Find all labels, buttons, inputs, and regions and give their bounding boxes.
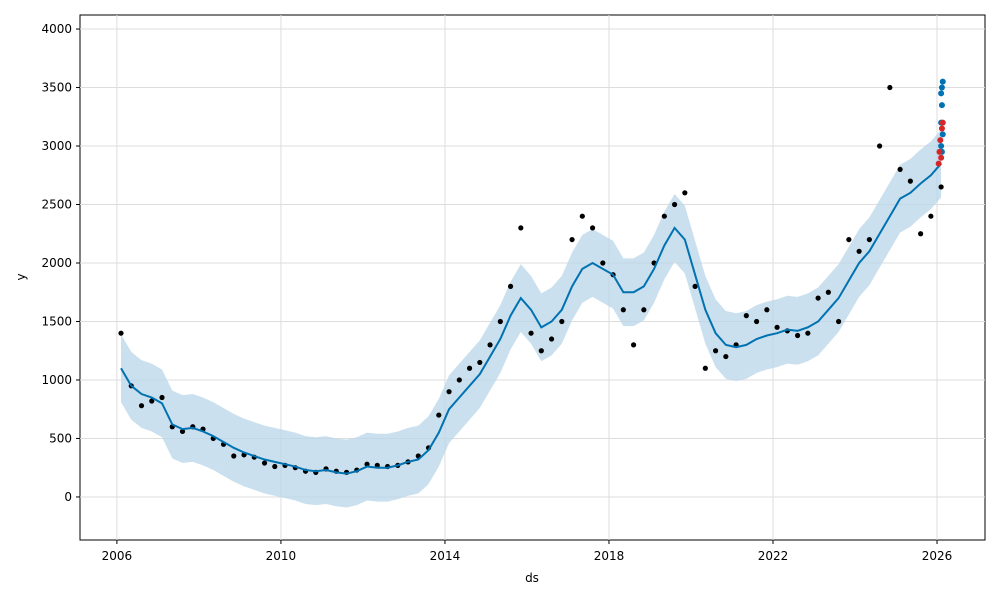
actual-point [723,353,729,360]
actual-point [528,330,534,336]
actual-point [702,365,708,371]
actual-point [149,398,155,404]
forecast-line [120,162,942,475]
actual-point [918,231,924,237]
actual-point [866,236,872,243]
actual-point [846,236,852,243]
recent-point [938,143,945,150]
recent-point [939,119,946,126]
actual-point [743,313,749,319]
x-tick-label: 2026 [922,549,953,563]
y-tick-label: 0 [64,490,72,504]
actual-point [579,213,585,219]
actual-point [507,283,514,289]
actual-point [436,412,442,418]
actual-point [692,283,698,289]
x-tick-label: 2006 [102,549,133,563]
actual-point [548,336,555,342]
uncertainty-band [121,129,942,508]
actual-point [928,213,934,219]
actual-point [805,330,811,336]
recent-point [937,137,944,144]
recent-point [936,148,943,155]
x-tick-label: 2010 [266,549,297,563]
y-axis-label: y [14,273,28,280]
actual-point [682,190,688,196]
actual-point [231,453,237,459]
actual-point [261,460,268,466]
actual-point [671,201,678,208]
actual-point [466,365,473,371]
actual-point [630,342,637,348]
actual-point [456,377,462,383]
y-tick-label: 1500 [41,314,72,328]
actual-point [712,348,719,354]
recent-point [938,102,945,109]
y-tick-label: 1000 [41,373,72,387]
recent-point [938,90,945,97]
actual-point [364,461,370,467]
actual-point [600,260,606,266]
actual-point [815,295,821,301]
actual-point [897,166,903,173]
recent-point [938,84,945,91]
x-axis-label: ds [525,571,539,585]
y-tick-label: 3000 [41,139,72,153]
actual-point [179,428,186,435]
actual-point [907,178,913,184]
x-tick-label: 2022 [758,549,789,563]
actual-point [569,236,575,243]
actual-point [774,324,780,330]
actual-point [487,342,493,348]
actual-point [138,403,145,409]
recent-point [935,160,942,167]
actual-point [159,394,165,401]
actual-point [497,318,503,325]
actual-point [661,213,667,219]
x-tick-label: 2018 [594,549,625,563]
x-tick-label: 2014 [430,549,461,563]
actual-point [836,318,842,325]
y-tick-label: 4000 [41,22,72,36]
recent-point [939,78,946,85]
actual-point [446,389,452,395]
actual-point [764,307,770,313]
actual-point [118,330,124,336]
actual-point [518,225,524,231]
actual-point [877,143,883,149]
recent-point [939,131,946,138]
actual-point [589,225,596,231]
actual-point [538,348,544,354]
plot-frame [79,14,986,541]
y-tick-label: 2500 [41,198,72,212]
actual-point [795,332,801,339]
actual-point [620,307,626,313]
actual-point [477,359,483,366]
actual-point [272,463,278,470]
actual-point [938,184,944,190]
actual-point [559,318,565,325]
recent-point [938,125,945,132]
recent-point [938,154,945,161]
y-tick-label: 500 [49,431,72,445]
actual-point [825,289,831,295]
y-tick-label: 2000 [41,256,72,270]
actual-point [753,318,760,325]
actual-point [641,307,647,313]
y-tick-label: 3500 [41,81,72,95]
actual-point [887,84,893,91]
actual-point [856,248,862,254]
